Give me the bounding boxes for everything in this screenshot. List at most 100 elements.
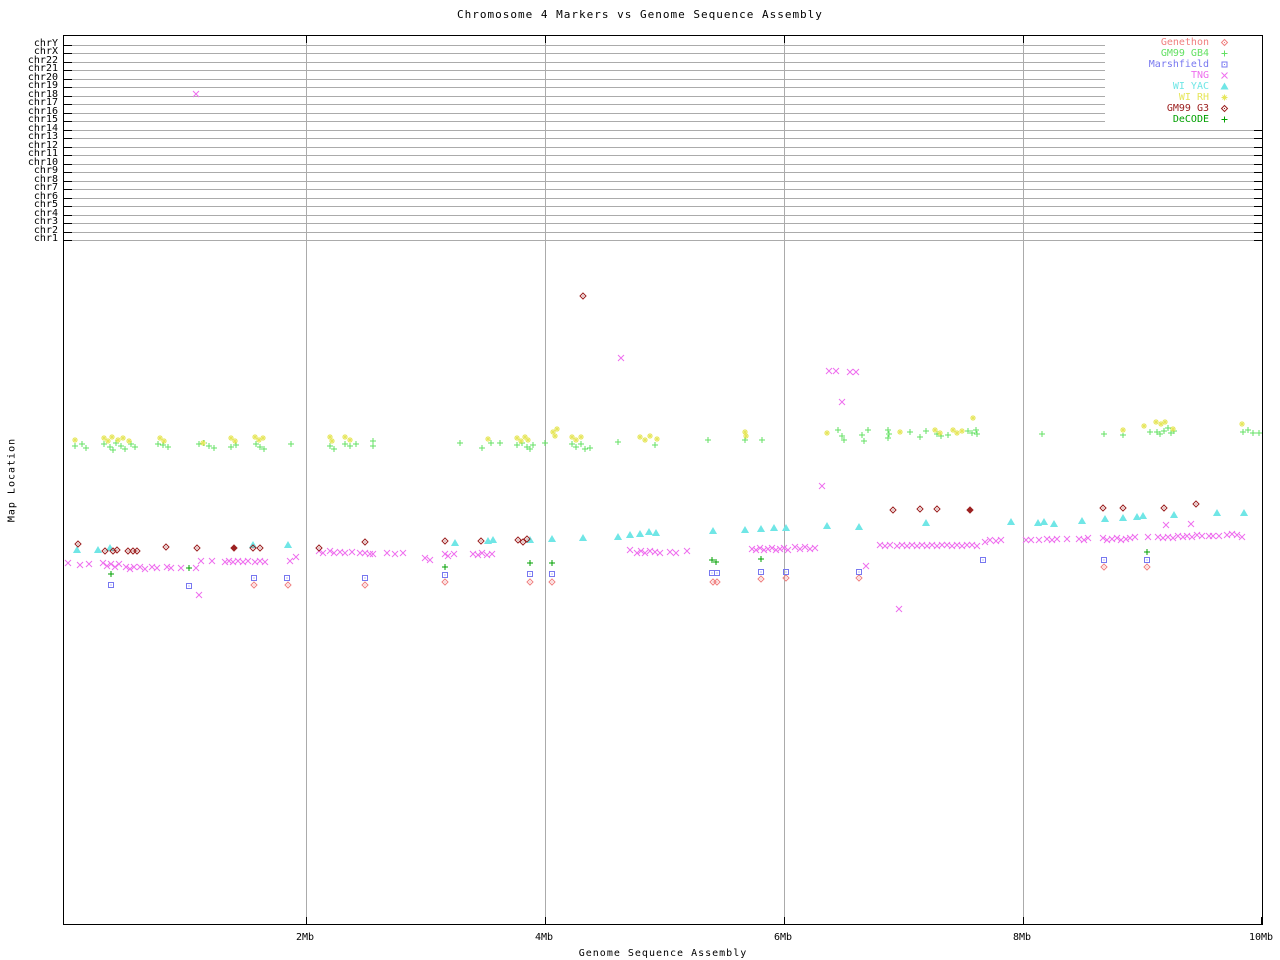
legend-marker-triangle-icon [1220,82,1229,90]
right-tick-chr8 [1254,181,1262,182]
gridline-chr1 [64,240,1262,241]
legend-row-decode: DeCODE [1105,114,1262,125]
legend-marker-diamond-icon [1220,38,1229,47]
y-tick-label-chr2: chr2 [33,225,58,236]
top-tick-2Mb [306,36,307,43]
gridline-chr9 [64,172,1262,173]
left-tick-chr4 [64,215,72,216]
left-tick-chrX [64,53,72,54]
bottom-tick-4Mb [545,917,546,924]
gridline-chr13 [64,138,1262,139]
right-tick-chr13 [1254,138,1262,139]
bottom-tick-10Mb [1261,917,1262,924]
legend-row-tng: TNG [1105,70,1262,81]
y-tick-label-chrY: chrY [33,38,58,49]
y-tick-label-chr9: chr9 [33,165,58,176]
x-axis-title: Genome Sequence Assembly [578,948,748,959]
y-tick-label-chr1: chr1 [33,233,58,244]
y-tick-label-chr11: chr11 [27,148,58,159]
top-tick-4Mb [545,36,546,43]
legend-marker-x-icon [1221,72,1228,79]
x-tick-label-2Mb: 2Mb [295,932,315,943]
legend-marker-plus-icon [1221,50,1228,57]
right-tick-chr1 [1254,240,1262,241]
legend-label: TNG [1190,70,1209,81]
left-tick-chr5 [64,206,72,207]
y-tick-label-chr8: chr8 [33,174,58,185]
left-tick-chr15 [64,121,72,122]
legend-row-marshfield: Marshfield [1105,59,1262,70]
gridline-8Mb [1023,36,1024,924]
series-gm99-gb4 [72,425,1262,453]
series-marshfield [108,557,1150,589]
right-tick-chr9 [1254,172,1262,173]
series-tng [64,90,1246,613]
gridline-chr19 [64,87,1262,88]
legend: Genethon GM99 GB4 Marshfield TNG WI YAC WI RH… [1105,36,1262,128]
gridline-chr7 [64,189,1262,190]
right-tick-chr11 [1254,155,1262,156]
left-tick-chr8 [64,181,72,182]
y-tick-label-chr5: chr5 [33,199,58,210]
left-tick-chr3 [64,223,72,224]
right-tick-chr12 [1254,147,1262,148]
x-tick-label-4Mb: 4Mb [534,932,554,943]
legend-row-wi-yac: WI YAC [1105,81,1262,92]
gridline-chr6 [64,198,1262,199]
left-tick-chr10 [64,164,72,165]
legend-marker-star-icon [1221,94,1228,101]
left-tick-chr18 [64,96,72,97]
y-tick-label-chr10: chr10 [27,157,58,168]
gridline-chr3 [64,223,1262,224]
right-tick-chr2 [1254,232,1262,233]
gridline-4Mb [545,36,546,924]
left-tick-chr20 [64,79,72,80]
y-tick-label-chr19: chr19 [27,80,58,91]
right-tick-chr5 [1254,206,1262,207]
left-tick-chr2 [64,232,72,233]
gridline-chr5 [64,206,1262,207]
left-tick-chr1 [64,240,72,241]
left-tick-chr7 [64,189,72,190]
legend-label: GM99 G3 [1166,103,1209,114]
right-tick-chr4 [1254,215,1262,216]
right-tick-chr10 [1254,164,1262,165]
top-tick-6Mb [784,36,785,43]
left-tick-chr13 [64,138,72,139]
bottom-tick-6Mb [784,917,785,924]
legend-label: WI YAC [1172,81,1209,92]
y-tick-label-chr7: chr7 [33,182,58,193]
legend-row-wi-rh: WI RH [1105,92,1262,103]
bottom-tick-2Mb [306,917,307,924]
y-tick-label-chr15: chr15 [27,114,58,125]
y-tick-label-chr21: chr21 [27,63,58,74]
legend-marker-plus-icon [1221,116,1228,123]
y-tick-label-chr20: chr20 [27,72,58,83]
gridline-chr15 [64,121,1262,122]
left-tick-chr12 [64,147,72,148]
gridline-chrY [64,45,1262,46]
gridline-chr17 [64,104,1262,105]
left-tick-chr11 [64,155,72,156]
right-tick-chr6 [1254,198,1262,199]
y-tick-label-chr6: chr6 [33,191,58,202]
top-tick-8Mb [1023,36,1024,43]
series-gm99-g3 [74,292,1200,555]
y-tick-label-chrX: chrX [33,46,58,57]
plot-area [63,35,1263,925]
gridline-chr22 [64,62,1262,63]
gridline-chr21 [64,70,1262,71]
y-tick-label-chr13: chr13 [27,131,58,142]
chart-title: Chromosome 4 Markers vs Genome Sequence … [457,8,823,21]
y-tick-label-chr3: chr3 [33,216,58,227]
series-genethon [250,563,1151,589]
bottom-tick-8Mb [1023,917,1024,924]
gridline-chr20 [64,79,1262,80]
y-tick-label-chr14: chr14 [27,123,58,134]
left-tick-chr17 [64,104,72,105]
legend-label: Marshfield [1148,59,1209,70]
gridline-chr12 [64,147,1262,148]
legend-label: WI RH [1178,92,1209,103]
left-tick-chr14 [64,130,72,131]
